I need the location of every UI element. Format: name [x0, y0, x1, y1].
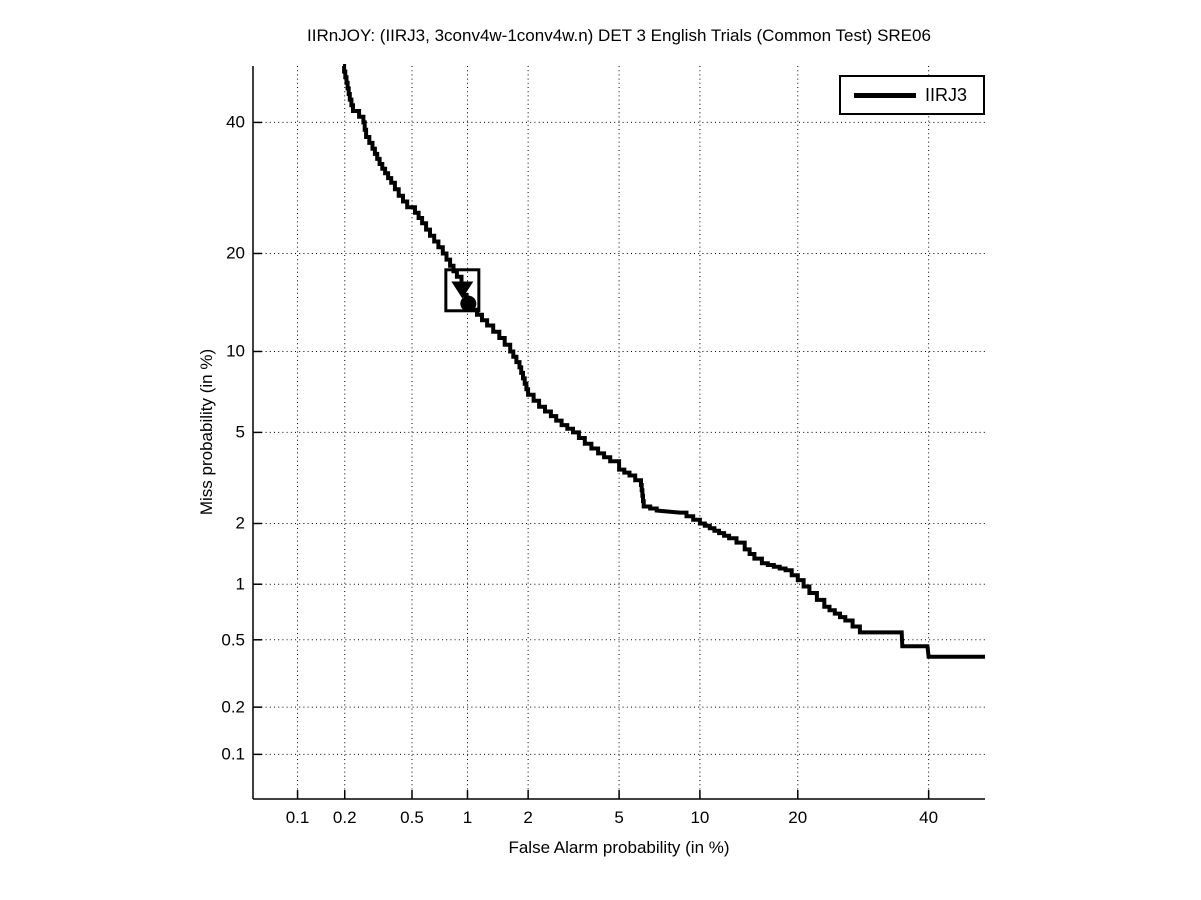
- marker-square-outline: [444, 268, 481, 313]
- y-tick-label: 0.2: [221, 697, 245, 717]
- y-tick-label: 0.5: [221, 630, 245, 650]
- x-tick-label: 2: [523, 808, 533, 827]
- y-tick-label: 40: [226, 112, 245, 132]
- y-tick-label: 5: [235, 422, 245, 442]
- x-tick-label: 0.2: [332, 808, 357, 827]
- chart-title: IIRnJOY: (IIRJ3, 3conv4w-1conv4w.n) DET …: [307, 26, 931, 45]
- x-axis-label: False Alarm probability (in %): [508, 838, 730, 857]
- y-tick-label: 2: [235, 513, 245, 533]
- x-tick-label: 5: [614, 808, 624, 827]
- legend-line-sample: [854, 92, 916, 98]
- marker-filled-triangle-down: [451, 281, 474, 299]
- y-tick-label: 1: [235, 574, 245, 594]
- x-tick-label: 0.1: [285, 808, 310, 827]
- legend-entry-label: IIRJ3: [925, 84, 968, 105]
- x-tick-label: 1: [462, 808, 473, 827]
- y-tick-label: 0.1: [221, 744, 245, 764]
- y-tick-label: 10: [226, 341, 245, 361]
- y-tick-label: 20: [226, 243, 245, 263]
- x-tick-label: 10: [690, 808, 710, 827]
- x-tick-label: 0.5: [400, 808, 424, 827]
- marker-filled-circle: [460, 295, 477, 312]
- x-tick-label: 20: [788, 808, 808, 827]
- legend-box: IIRJ3: [839, 75, 985, 115]
- x-tick-label: 40: [919, 808, 939, 827]
- det-curve-IIRJ3: [342, 64, 985, 659]
